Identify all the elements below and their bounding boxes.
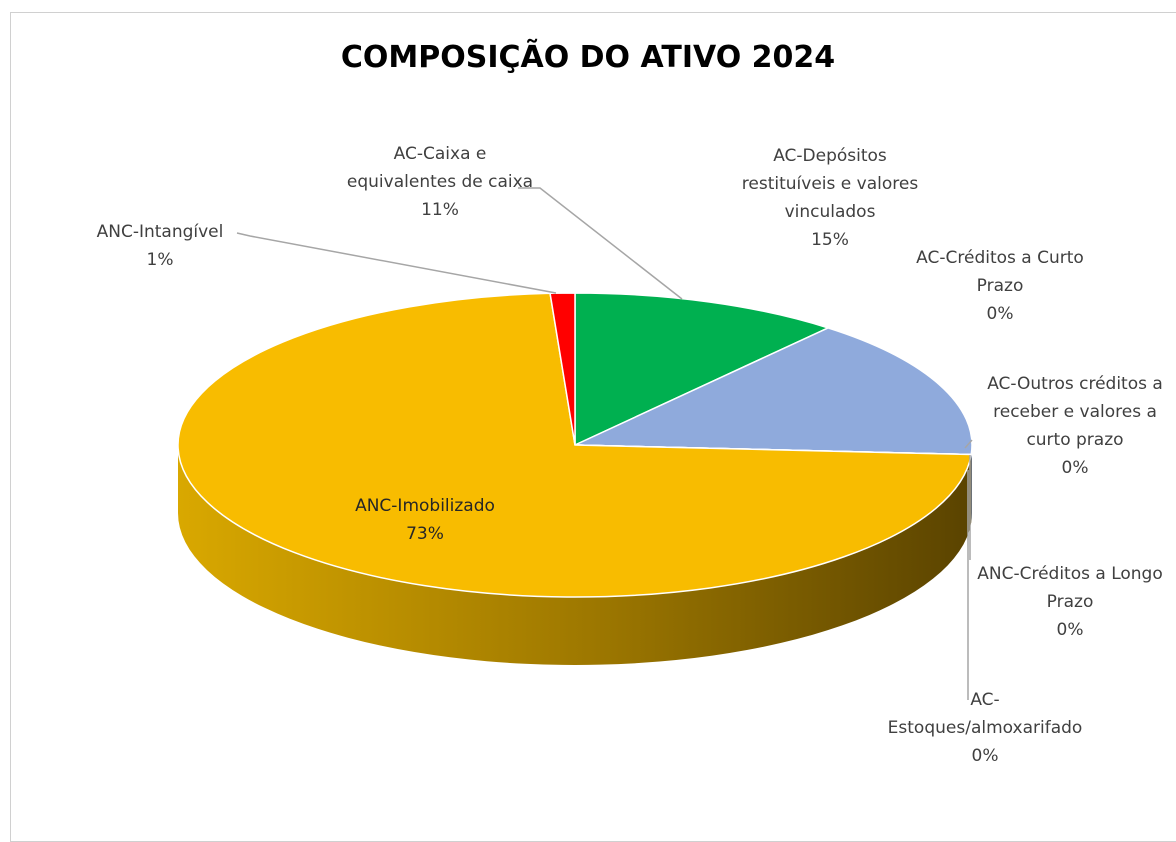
value-label: 0% <box>900 300 1100 328</box>
value-label: 0% <box>875 742 1095 770</box>
category-label: AC-Depósitos restituíveis e valores vinc… <box>725 142 935 226</box>
data-label: AC-Depósitos restituíveis e valores vinc… <box>725 142 935 254</box>
category-label: AC-Outros créditos a receber e valores a… <box>973 370 1176 454</box>
value-label: 0% <box>973 454 1176 482</box>
category-label: AC-Créditos a Curto Prazo <box>900 244 1100 300</box>
category-label: ANC-Imobilizado <box>325 492 525 520</box>
category-label: AC-Caixa e equivalentes de caixa <box>345 140 535 196</box>
pie <box>178 293 972 665</box>
value-label: 0% <box>965 616 1175 644</box>
value-label: 73% <box>325 520 525 548</box>
category-label: ANC-Créditos a Longo Prazo <box>965 560 1175 616</box>
leader-line <box>237 233 556 293</box>
data-label: AC-Outros créditos a receber e valores a… <box>973 370 1176 482</box>
value-label: 1% <box>80 246 240 274</box>
leader-line <box>518 188 682 299</box>
value-label: 11% <box>345 196 535 224</box>
chart-title: COMPOSIÇÃO DO ATIVO 2024 <box>0 40 1176 75</box>
category-label: ANC-Intangível <box>80 218 240 246</box>
category-label: AC-Estoques/almoxarifado <box>875 686 1095 742</box>
